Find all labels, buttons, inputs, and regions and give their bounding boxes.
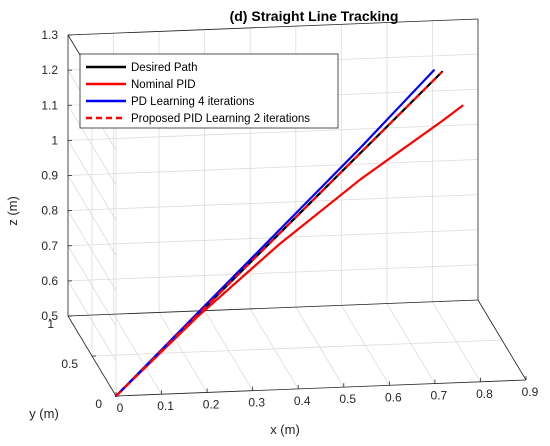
chart-title: (d) Straight Line Tracking <box>230 8 399 24</box>
grid-line-z-left <box>67 210 117 291</box>
box-edge-floor-right <box>477 299 527 381</box>
box-edge-top-back <box>67 18 479 36</box>
x-tick-label: 0.3 <box>248 396 265 410</box>
box-edge-floor-back <box>67 299 479 317</box>
z-tick-label: 1.1 <box>41 98 58 112</box>
grid-line-y-floor <box>91 339 503 357</box>
z-axis-label: z (m) <box>5 196 20 226</box>
legend-label-4: Proposed PID Learning 2 iterations <box>131 113 310 125</box>
grid-line-z-left <box>67 175 117 256</box>
x-axis-line <box>115 379 527 397</box>
grid-line-z-left <box>67 105 117 186</box>
x-tick-label: 0.1 <box>157 399 174 413</box>
z-tick-label: 1.2 <box>41 63 58 77</box>
legend: Desired Path Nominal PID PD Learning 4 ite… <box>79 53 339 129</box>
series-line-4 <box>115 71 443 397</box>
series-layer <box>114 69 464 398</box>
z-tick-label: 0.8 <box>41 204 58 218</box>
z-tick-label: 0.7 <box>41 239 58 253</box>
y-tick-label: 0.5 <box>61 357 78 371</box>
x-tick-label: 0.8 <box>476 387 493 401</box>
x-tick-label: 0.2 <box>203 397 220 411</box>
grid-line-z-back <box>67 123 479 141</box>
legend-label-2: Nominal PID <box>131 79 196 91</box>
grid-line-z-back <box>67 159 479 176</box>
z-tick-label: 1.3 <box>41 28 58 42</box>
grid-line-z-left <box>67 245 117 326</box>
x-tick-label: 0.4 <box>294 394 311 408</box>
x-tick-label: 0.7 <box>431 389 448 403</box>
z-tick-label: 0.9 <box>41 169 58 183</box>
x-tick-label: 0 <box>117 401 124 415</box>
legend-label-1: Desired Path <box>131 62 197 74</box>
z-tick-label: 0.6 <box>41 274 58 288</box>
x-tick-label: 0.9 <box>522 385 539 399</box>
axis-layer <box>67 18 527 397</box>
x-tick-label: 0.5 <box>339 392 356 406</box>
grid-line-z-back <box>67 194 479 212</box>
grid-line-z-left <box>67 140 117 221</box>
y-axis-label: y (m) <box>29 406 59 421</box>
x-tick-label: 0.6 <box>385 390 402 404</box>
z-tick-label: 1 <box>51 133 58 147</box>
y-tick-label: 1 <box>47 317 54 331</box>
series-line-2 <box>114 104 464 398</box>
y-tick-label: 0 <box>95 397 102 411</box>
z-tick-label: 0.5 <box>41 309 58 323</box>
grid-line-z-left <box>67 280 117 362</box>
label-layer: 0 0.1 0.2 0.3 0.4 0.5 0.6 0.7 0.8 0.900.510.50.60… <box>41 28 538 415</box>
x-axis-label: x (m) <box>270 422 300 437</box>
grid-line-z-back <box>67 264 479 282</box>
legend-label-3: PD Learning 4 iterations <box>131 96 255 108</box>
